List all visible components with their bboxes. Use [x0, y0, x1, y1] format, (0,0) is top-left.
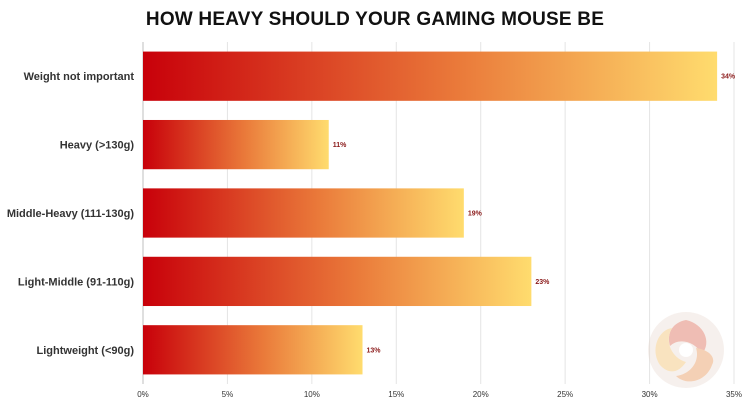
x-tick-label: 25%	[557, 390, 573, 399]
x-tick-label: 0%	[137, 390, 149, 399]
bar	[143, 119, 329, 170]
x-tick-label: 30%	[642, 390, 658, 399]
bar	[143, 256, 532, 307]
x-tick-label: 35%	[726, 390, 742, 399]
data-label: 13%	[367, 347, 382, 354]
bar	[143, 51, 718, 101]
bar	[143, 325, 363, 375]
bar	[143, 188, 464, 238]
data-label: 23%	[535, 279, 550, 286]
category-label: Lightweight (<90g)	[37, 345, 135, 357]
category-label: Middle-Heavy (111-130g)	[7, 208, 135, 220]
data-label: 11%	[333, 142, 347, 149]
category-label: Heavy (>130g)	[60, 140, 135, 152]
swirl-logo-icon	[648, 312, 724, 388]
x-tick-label: 5%	[222, 390, 234, 399]
data-label: 19%	[468, 211, 483, 218]
x-tick-label: 15%	[388, 390, 404, 399]
chart-title: HOW HEAVY SHOULD YOUR GAMING MOUSE BE	[145, 9, 605, 30]
data-label: 34%	[721, 74, 736, 81]
category-label: Light-Middle (91-110g)	[18, 276, 134, 288]
x-tick-label: 10%	[304, 390, 320, 399]
category-label: Weight not important	[24, 71, 135, 83]
x-tick-label: 20%	[473, 390, 489, 399]
